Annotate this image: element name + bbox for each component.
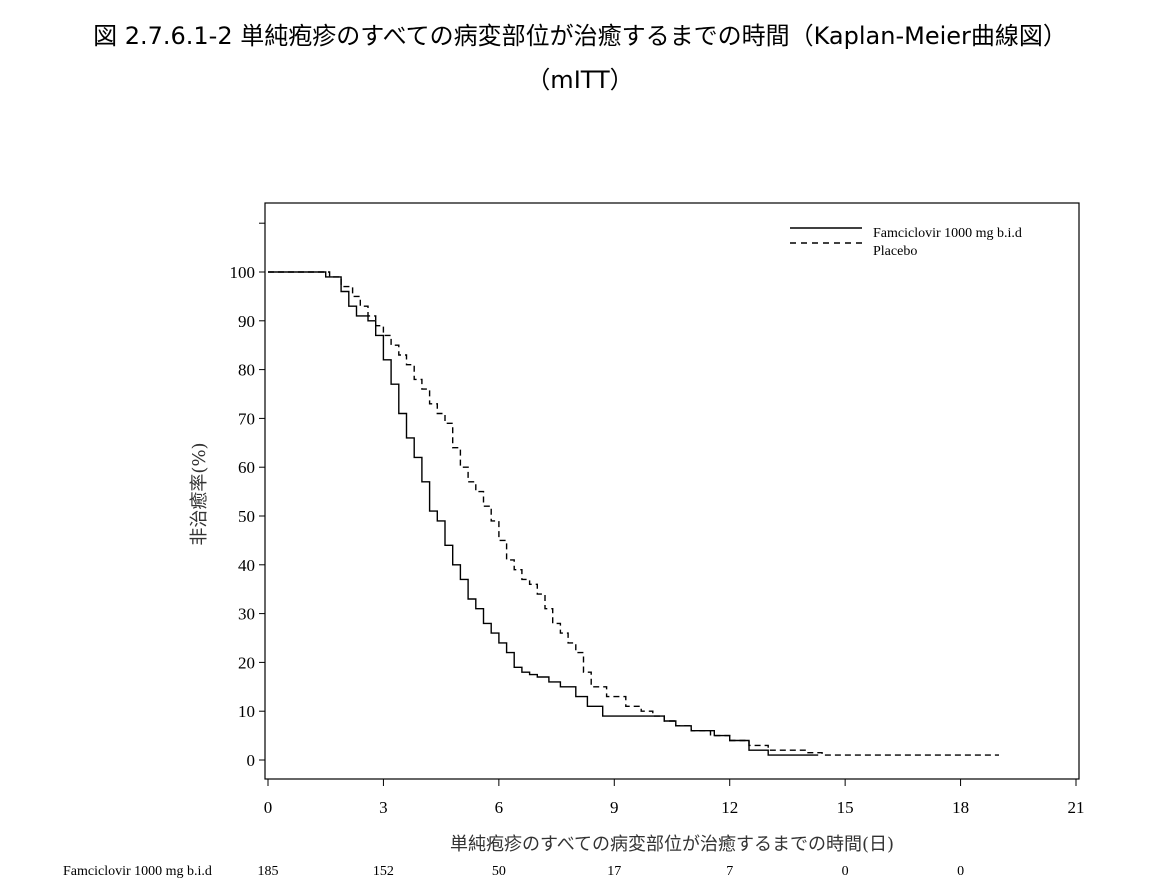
x-tick-label-12: 12 bbox=[721, 798, 738, 817]
y-tick-label-40: 40 bbox=[238, 556, 255, 575]
chart-title-line-1: 図 2.7.6.1-2 単純疱疹のすべての病変部位が治癒するまでの時間（Kapl… bbox=[93, 22, 1067, 50]
y-tick-label-70: 70 bbox=[238, 409, 255, 428]
risk-value: 7 bbox=[726, 864, 733, 879]
risk-value: 0 bbox=[957, 864, 964, 879]
series-line-placebo bbox=[268, 271, 999, 756]
series-line-famciclovir bbox=[268, 271, 819, 756]
axis-ticks: 0 3 6 9 12 15 18 21 0 10 20 30 40 50 60 70 80 90 100 bbox=[230, 222, 1085, 817]
y-tick-label-100: 100 bbox=[230, 263, 256, 282]
legend-label-famciclovir: Famciclovir 1000 mg b.i.d bbox=[873, 226, 1022, 241]
y-tick-label-50: 50 bbox=[238, 507, 255, 526]
y-tick-label-60: 60 bbox=[238, 458, 255, 477]
x-tick-label-6: 6 bbox=[495, 798, 504, 817]
y-axis-title: 非治癒率(%) bbox=[189, 442, 210, 545]
y-tick-label-30: 30 bbox=[238, 605, 255, 624]
legend: Famciclovir 1000 mg b.i.d Placebo bbox=[790, 226, 1022, 259]
risk-table-label: Famciclovir 1000 mg b.i.d bbox=[63, 864, 212, 879]
y-tick-label-0: 0 bbox=[247, 751, 256, 770]
x-tick-label-15: 15 bbox=[837, 798, 854, 817]
x-tick-label-0: 0 bbox=[264, 798, 273, 817]
x-tick-label-21: 21 bbox=[1068, 798, 1085, 817]
risk-value: 0 bbox=[842, 864, 849, 879]
plot-frame bbox=[264, 202, 1080, 780]
y-tick-label-10: 10 bbox=[238, 702, 255, 721]
x-tick-label-9: 9 bbox=[610, 798, 619, 817]
y-tick-label-80: 80 bbox=[238, 361, 255, 380]
risk-table: Famciclovir 1000 mg b.i.d 185 152 50 17 7 0 0 bbox=[63, 864, 964, 879]
legend-label-placebo: Placebo bbox=[873, 244, 917, 259]
risk-value: 185 bbox=[258, 864, 279, 879]
y-tick-label-90: 90 bbox=[238, 312, 255, 331]
y-tick-label-20: 20 bbox=[238, 653, 255, 672]
series-layer bbox=[268, 271, 999, 756]
x-tick-label-3: 3 bbox=[379, 798, 388, 817]
chart-title-line-2: （mITT） bbox=[526, 66, 634, 94]
risk-value: 50 bbox=[492, 864, 506, 879]
x-tick-label-18: 18 bbox=[952, 798, 969, 817]
risk-value: 17 bbox=[607, 864, 621, 879]
risk-value: 152 bbox=[373, 864, 394, 879]
x-axis-title: 単純疱疹のすべての病変部位が治癒するまでの時間(日) bbox=[450, 834, 894, 855]
